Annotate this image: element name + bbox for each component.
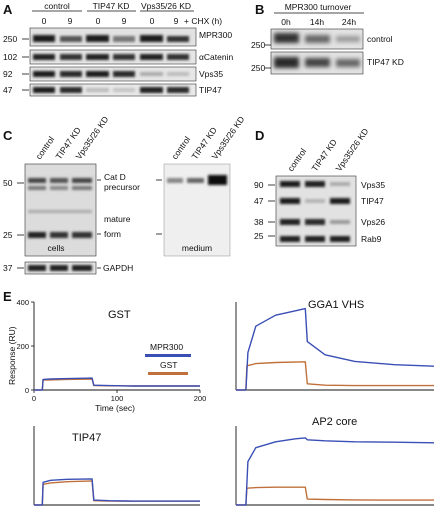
panel-c-marker-25: 25	[3, 230, 13, 240]
panel-c-letter: C	[3, 128, 13, 143]
panel-a-band-tip47: TIP47	[199, 85, 222, 95]
panel-c-lane-cells-control: control	[33, 134, 56, 161]
panel-b-marker-1: 250	[251, 40, 265, 50]
panel-d: D control TIP47 KD Vps35/26 KD 90 47 38 …	[254, 126, 385, 247]
panel-c-lane-cells-vps35kd: Vps35/26 KD	[73, 114, 110, 161]
plot-ap2-axes: AP2 core	[235, 416, 434, 506]
panel-b-title: MPR300 turnover	[285, 2, 352, 12]
panel-c-lane-medium-control: control	[169, 134, 192, 161]
panel-a-marker-47: 47	[3, 85, 13, 95]
panel-a-band-vps35: Vps35	[199, 69, 223, 79]
panel-c-lane-medium-vps35kd: Vps35/26 KD	[209, 114, 246, 161]
panel-a-group-tip47kd: TIP47 KD	[93, 1, 130, 11]
panel-a-group-vps35kd: Vps35/26 KD	[141, 1, 191, 11]
panel-b-letter: B	[255, 2, 264, 17]
panel-b-row-control: control	[367, 34, 393, 44]
panel-c-label-mature: mature	[104, 214, 131, 224]
panel-a-treatment: + CHX (h)	[184, 16, 222, 26]
panel-d-marker-38: 38	[254, 217, 264, 227]
legend-mpr300: MPR300	[150, 342, 183, 352]
panel-a-letter: A	[3, 2, 13, 17]
panel-d-band-vps35: Vps35	[361, 180, 385, 190]
gst-ytick-200: 200	[16, 342, 29, 351]
panel-a-group-control: control	[44, 1, 70, 11]
plot-tip47-title: TIP47	[72, 432, 101, 444]
panel-d-lane-control: control	[285, 146, 308, 173]
series-tip47-mpr300	[34, 478, 200, 506]
panel-d-lane-vps35kd: Vps35/26 KD	[333, 126, 370, 173]
panel-a-marker-250: 250	[3, 34, 17, 44]
panel-b: B MPR300 turnover 0h 14h 24h 250 250 con…	[251, 2, 404, 75]
panel-d-marker-90: 90	[254, 180, 264, 190]
panel-c-marker-50: 50	[3, 178, 13, 188]
panel-a-lane-4: 0	[150, 16, 155, 26]
plot-gst-axes: 400 200 0 0 100 200 Time (sec) GST MPR30…	[16, 298, 206, 413]
panel-d-marker-25: 25	[254, 231, 264, 241]
panel-d-band-rab9: Rab9	[361, 234, 382, 244]
gst-xtick-200: 200	[194, 394, 207, 403]
gst-xtick-100: 100	[111, 394, 124, 403]
panel-c-label-precursor: precursor	[104, 182, 140, 192]
legend-gst: GST	[160, 360, 177, 370]
gst-ytick-0: 0	[25, 386, 29, 395]
series-gga1-vhs-gst	[236, 361, 434, 391]
panel-d-band-vps26: Vps26	[361, 217, 385, 227]
panel-d-band-tip47: TIP47	[361, 196, 384, 206]
panel-b-lane-0h: 0h	[281, 17, 291, 27]
panel-e-letter: E	[3, 289, 12, 304]
panel-c-label-catd: Cat D	[104, 172, 126, 182]
series-ap2-core-mpr300	[236, 437, 435, 506]
panel-b-lane-14h: 14h	[310, 17, 324, 27]
panel-c: C control TIP47 KD Vps35/26 KD control T…	[3, 114, 246, 275]
sensorgram-lines	[34, 307, 435, 506]
plot-gga1-axes: GGA1 VHS	[235, 299, 434, 391]
panel-a-band-mpr300: MPR300	[199, 30, 232, 40]
panel-e-xlabel: Time (sec)	[95, 403, 135, 413]
gst-xtick-0: 0	[32, 394, 36, 403]
plot-gga1-title: GGA1 VHS	[308, 299, 364, 311]
panel-c-section-cells: cells	[47, 243, 64, 253]
panel-a-lane-0: 0	[42, 16, 47, 26]
panel-a-lane-5: 9	[174, 16, 179, 26]
panel-d-letter: D	[255, 128, 264, 143]
plot-ap2-title: AP2 core	[312, 416, 357, 428]
gst-ytick-400: 400	[16, 298, 29, 307]
series-gst-gst	[34, 378, 200, 391]
panel-a: A control TIP47 KD Vps35/26 KD 0 9 0 9 0…	[3, 1, 233, 97]
panel-a-band-acatenin: αCatenin	[199, 52, 233, 62]
series-gga1-vhs-mpr300	[236, 307, 435, 391]
plot-gst-title: GST	[108, 309, 131, 321]
panel-b-lane-24h: 24h	[342, 17, 356, 27]
panel-e-ylabel: Response (RU)	[7, 326, 17, 385]
panel-a-lane-1: 9	[68, 16, 73, 26]
panel-a-marker-92: 92	[3, 69, 13, 79]
panel-a-lane-2: 0	[96, 16, 101, 26]
panel-c-label-form: form	[104, 229, 121, 239]
panel-b-row-tip47kd: TIP47 KD	[367, 57, 404, 67]
panel-c-section-medium: medium	[182, 243, 212, 253]
panel-a-lane-3: 9	[122, 16, 127, 26]
panel-c-gapdh: GAPDH	[103, 263, 133, 273]
panel-b-marker-2: 250	[251, 63, 265, 73]
series-gst-mpr300	[34, 377, 200, 391]
panel-c-marker-37: 37	[3, 263, 13, 273]
series-ap2-core-gst	[236, 486, 434, 506]
panel-a-marker-102: 102	[3, 52, 17, 62]
panel-e: E Response (RU) 400 200 0 0 100 200 Time…	[3, 289, 435, 506]
panel-d-marker-47: 47	[254, 196, 264, 206]
plot-tip47-axes: TIP47	[33, 426, 200, 506]
